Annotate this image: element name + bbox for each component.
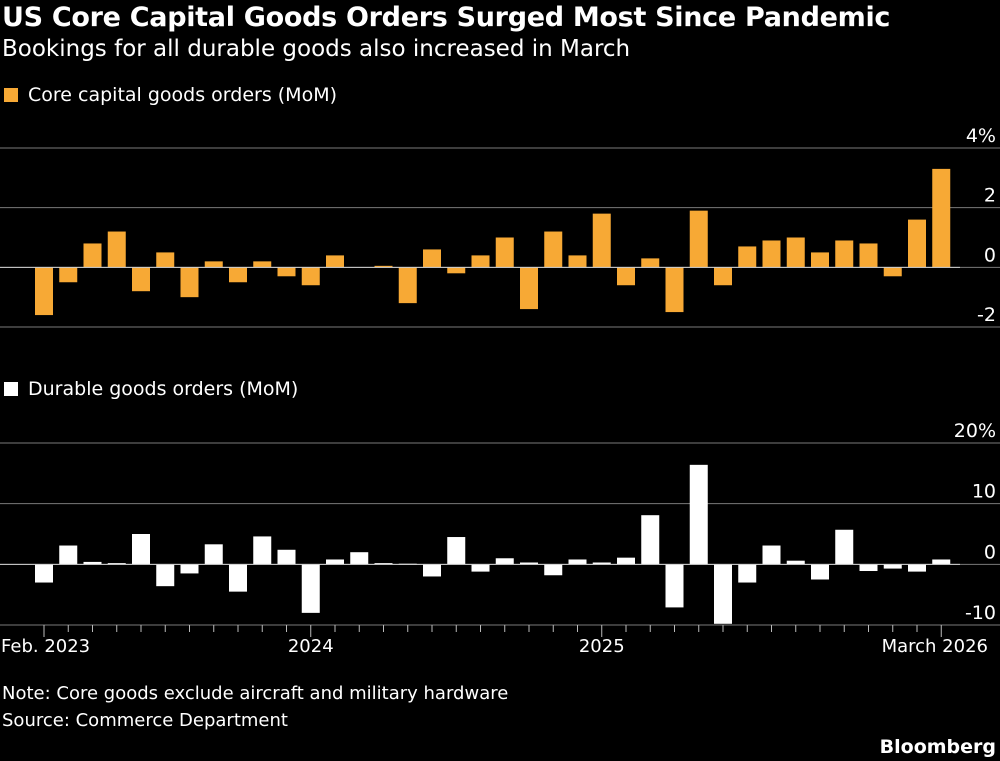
- bar-core: [883, 267, 902, 277]
- bar-durable: [520, 562, 538, 565]
- bar-core: [714, 267, 732, 286]
- bar-durable: [495, 558, 514, 565]
- bar-durable: [641, 515, 660, 565]
- bar-core: [59, 267, 78, 283]
- bar-durable: [59, 545, 78, 565]
- bar-durable: [544, 564, 563, 576]
- bar-core: [204, 261, 223, 268]
- y-tick-label-core: 0: [984, 244, 996, 266]
- bar-core: [835, 240, 854, 268]
- bar-core: [811, 252, 829, 268]
- bar-durable: [762, 545, 781, 565]
- bar-durable: [811, 564, 829, 580]
- legend-durable-swatch: [4, 382, 18, 396]
- bar-core: [301, 267, 320, 286]
- bar-durable: [277, 549, 296, 565]
- bar-core: [738, 246, 757, 268]
- bar-durable: [204, 544, 223, 565]
- bar-core: [641, 258, 660, 268]
- bar-durable: [908, 564, 926, 572]
- legend-core-label: Core capital goods orders (MoM): [28, 84, 338, 106]
- legend-durable-label: Durable goods orders (MoM): [28, 378, 299, 400]
- bar-durable: [301, 564, 320, 613]
- bar-core: [423, 249, 441, 268]
- bar-core: [253, 261, 272, 268]
- x-tick-label: Feb. 2023: [1, 636, 90, 657]
- bar-durable: [253, 536, 272, 565]
- bar-durable: [107, 563, 126, 565]
- y-tick-label-core: 4%: [966, 125, 996, 147]
- bar-durable: [447, 537, 466, 565]
- bar-core: [374, 265, 393, 268]
- bar-core: [932, 168, 951, 268]
- bar-core: [398, 267, 417, 304]
- x-tick-label: March 2026: [882, 636, 988, 657]
- bar-core: [156, 252, 175, 268]
- bar-core: [180, 267, 199, 298]
- bar-durable: [35, 564, 53, 583]
- bar-core: [83, 243, 102, 268]
- bar-core: [665, 267, 684, 313]
- x-tick-label: 2025: [579, 636, 625, 657]
- bar-durable: [592, 562, 611, 565]
- bar-core: [471, 255, 490, 268]
- bar-durable: [471, 564, 490, 572]
- bar-durable: [423, 564, 441, 577]
- bar-durable: [617, 557, 635, 565]
- y-tick-label-durable: 0: [984, 541, 996, 563]
- y-tick-label-durable: -10: [965, 602, 996, 624]
- legend-core-swatch: [4, 88, 18, 102]
- bar-core: [520, 267, 538, 310]
- bar-durable: [229, 564, 247, 592]
- bar-core: [908, 219, 926, 268]
- bar-durable: [786, 560, 805, 565]
- footnote: Note: Core goods exclude aircraft and mi…: [2, 683, 509, 704]
- bar-durable: [835, 529, 854, 565]
- legend-core: Core capital goods orders (MoM): [4, 84, 337, 106]
- bar-core: [592, 213, 611, 268]
- bar-core: [689, 210, 708, 268]
- bar-durable: [738, 564, 757, 583]
- bar-durable: [665, 564, 684, 608]
- bar-core: [859, 243, 878, 268]
- bar-durable: [689, 464, 708, 565]
- bar-durable: [83, 561, 102, 565]
- bar-durable: [374, 563, 393, 565]
- bar-core: [107, 231, 126, 268]
- x-tick-label: 2024: [288, 636, 334, 657]
- y-tick-label-durable: 20%: [954, 420, 996, 442]
- bar-durable: [932, 559, 951, 565]
- bar-core: [447, 267, 466, 274]
- bar-durable: [714, 564, 732, 624]
- legend-durable: Durable goods orders (MoM): [4, 378, 298, 400]
- bar-durable: [156, 564, 175, 587]
- bar-durable: [326, 559, 344, 565]
- bar-durable: [883, 564, 902, 569]
- y-tick-label-core: -2: [977, 304, 996, 326]
- bar-core: [617, 267, 635, 286]
- source-note: Source: Commerce Department: [2, 710, 288, 731]
- bar-durable: [132, 534, 150, 565]
- bar-core: [495, 237, 514, 268]
- bar-durable: [350, 552, 369, 565]
- chart-title: US Core Capital Goods Orders Surged Most…: [2, 2, 891, 33]
- bar-core: [229, 267, 247, 283]
- bar-core: [762, 240, 781, 268]
- bar-core: [277, 267, 296, 277]
- bar-core: [132, 267, 150, 292]
- y-tick-label-durable: 10: [972, 481, 996, 503]
- bloomberg-logo: Bloomberg: [879, 736, 996, 758]
- bar-core: [326, 255, 344, 268]
- y-tick-label-core: 2: [984, 185, 996, 207]
- bar-core: [568, 255, 587, 268]
- chart-subtitle: Bookings for all durable goods also incr…: [2, 36, 631, 62]
- bar-durable: [180, 564, 199, 574]
- bar-durable: [568, 559, 587, 565]
- bar-durable: [859, 564, 878, 572]
- bar-core: [786, 237, 805, 268]
- bar-core: [35, 267, 53, 316]
- bar-core: [544, 231, 563, 268]
